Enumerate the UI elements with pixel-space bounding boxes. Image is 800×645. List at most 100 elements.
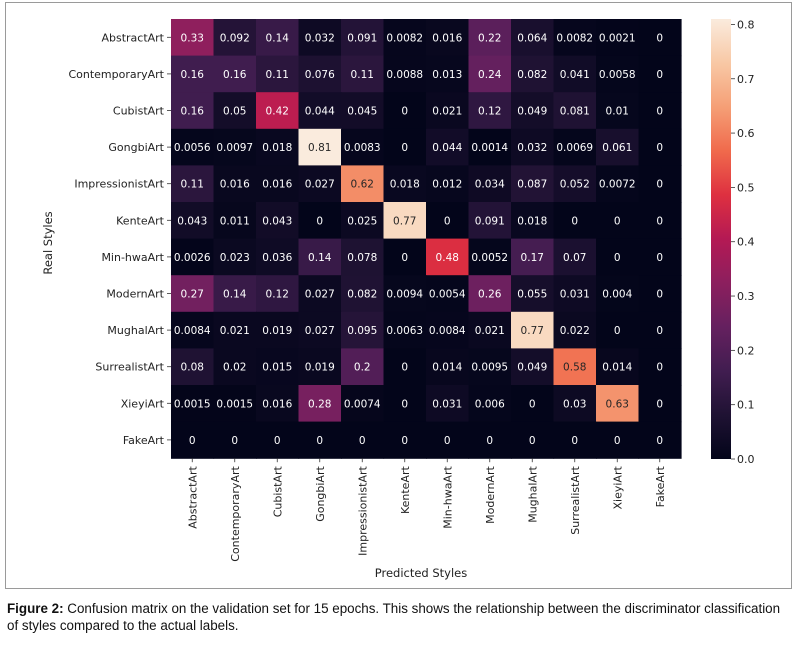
figure-frame: 0.33 0.092 0.14 0.032 0.091 0.0082 0.016 0.22 0.… [5, 2, 792, 589]
heatmap-cell [383, 92, 427, 130]
heatmap-cell [171, 385, 215, 423]
heatmap-cell [426, 128, 470, 166]
figure-caption: Figure 2: Confusion matrix on the valida… [7, 600, 793, 634]
cell-value-label: 0.082 [347, 289, 377, 301]
cell-value-label: 0 [316, 215, 323, 227]
heatmap-cell [213, 19, 257, 57]
cell-value-label: 0.021 [432, 106, 462, 118]
heatmap-cell [256, 421, 300, 459]
heatmap-cell [511, 165, 555, 203]
colorbar-tick-label: 0.7 [737, 73, 755, 86]
cell-value-label: 0 [231, 435, 238, 447]
cell-value-label: 0.044 [305, 106, 335, 118]
cell-value-label: 0.26 [478, 289, 502, 301]
cell-value-label: 0.33 [181, 32, 204, 44]
heatmap-cell [341, 202, 385, 240]
heatmap-cell [511, 421, 555, 459]
cell-value-label: 0.018 [262, 142, 292, 154]
cell-value-label: 0 [486, 435, 493, 447]
heatmap-cell [468, 128, 512, 166]
cell-value-label: 0 [444, 215, 451, 227]
cell-value-label: 0 [656, 215, 663, 227]
heatmap-cell [553, 348, 597, 386]
cell-value-label: 0 [401, 362, 408, 374]
heatmap-cell [213, 421, 257, 459]
cell-value-label: 0.16 [181, 69, 205, 81]
y-tick-label: GongbiArt [108, 141, 164, 154]
heatmap-cell [553, 275, 597, 313]
heatmap-cell [256, 311, 300, 349]
heatmap-cell [426, 165, 470, 203]
cell-value-label: 0.034 [475, 179, 505, 191]
colorbar-tick-label: 0.5 [737, 181, 755, 194]
heatmap-cell [213, 92, 257, 130]
y-tick-label: AbstractArt [101, 31, 164, 44]
cell-value-label: 0.0083 [344, 142, 381, 154]
heatmap-cell [213, 202, 257, 240]
x-tick-label: ModernArt [484, 466, 497, 524]
y-tick-label: ModernArt [106, 288, 164, 301]
heatmap-cell [298, 165, 342, 203]
cell-value-label: 0.0021 [599, 32, 636, 44]
heatmap-cell [298, 19, 342, 57]
cell-value-label: 0 [656, 252, 663, 264]
cell-value-label: 0.036 [262, 252, 292, 264]
heatmap-cell [341, 348, 385, 386]
cell-value-label: 0.2 [354, 362, 371, 374]
cell-value-label: 0.043 [177, 215, 207, 227]
heatmap-cell [383, 238, 427, 276]
cell-value-label: 0.02 [223, 362, 246, 374]
colorbar-tick-label: 0.0 [737, 453, 755, 466]
cell-value-label: 0.0095 [471, 362, 508, 374]
heatmap-cell [341, 19, 385, 57]
cell-value-label: 0.016 [432, 32, 462, 44]
heatmap-cell [213, 238, 257, 276]
heatmap-cell [426, 275, 470, 313]
cell-value-label: 0.16 [223, 69, 247, 81]
cell-value-label: 0.0052 [471, 252, 508, 264]
cell-value-label: 0.11 [266, 69, 289, 81]
cell-value-label: 0.0094 [386, 289, 423, 301]
heatmap-cell [468, 92, 512, 130]
caption-text: Confusion matrix on the validation set f… [7, 601, 781, 633]
heatmap-cell [213, 348, 257, 386]
cell-value-label: 0.0082 [386, 32, 423, 44]
cell-value-label: 0 [614, 215, 621, 227]
x-tick-label: SurrealistArt [569, 466, 582, 535]
heatmap-cell [213, 275, 257, 313]
heatmap-cell [171, 202, 215, 240]
cell-value-label: 0.032 [517, 142, 547, 154]
colorbar-tick-label: 0.2 [737, 344, 755, 357]
cell-value-label: 0.16 [181, 106, 205, 118]
cell-value-label: 0.11 [351, 69, 374, 81]
cell-value-label: 0.044 [432, 142, 462, 154]
cell-value-label: 0.0097 [216, 142, 253, 154]
cell-value-label: 0.032 [305, 32, 335, 44]
cell-value-label: 0.08 [181, 362, 204, 374]
cell-value-label: 0.027 [305, 289, 335, 301]
y-tick-label: CubistArt [113, 105, 165, 118]
cell-value-label: 0.22 [478, 32, 501, 44]
cell-value-label: 0 [614, 435, 621, 447]
colorbar-tick-label: 0.1 [737, 399, 755, 412]
heatmap-cell [383, 348, 427, 386]
heatmap-cell [426, 202, 470, 240]
heatmap-cell [298, 421, 342, 459]
cell-value-label: 0.049 [517, 106, 547, 118]
heatmap-cell [638, 128, 682, 166]
heatmap-cell [596, 348, 640, 386]
cell-value-label: 0 [614, 252, 621, 264]
cell-value-label: 0.63 [606, 398, 629, 410]
cell-value-label: 0.17 [521, 252, 544, 264]
heatmap-cell [468, 55, 512, 93]
y-tick-label: SurrealistArt [95, 361, 164, 374]
heatmap-cell [213, 55, 257, 93]
cell-value-label: 0.14 [308, 252, 332, 264]
heatmap-cell [298, 385, 342, 423]
cell-value-label: 0.14 [223, 289, 247, 301]
heatmap-cell [638, 202, 682, 240]
heatmap-cell [596, 311, 640, 349]
cell-value-label: 0 [656, 142, 663, 154]
cell-value-label: 0.0026 [174, 252, 211, 264]
cell-value-label: 0.0074 [344, 398, 381, 410]
